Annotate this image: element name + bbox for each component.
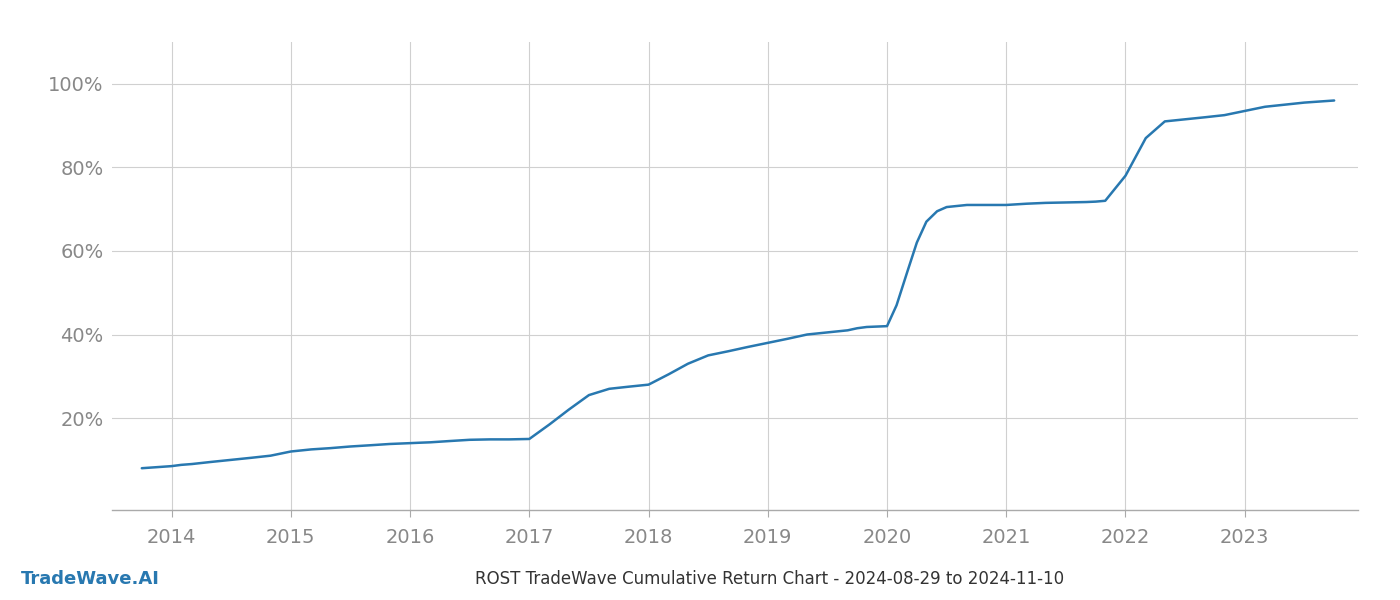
Text: TradeWave.AI: TradeWave.AI (21, 570, 160, 588)
Text: ROST TradeWave Cumulative Return Chart - 2024-08-29 to 2024-11-10: ROST TradeWave Cumulative Return Chart -… (476, 570, 1064, 588)
